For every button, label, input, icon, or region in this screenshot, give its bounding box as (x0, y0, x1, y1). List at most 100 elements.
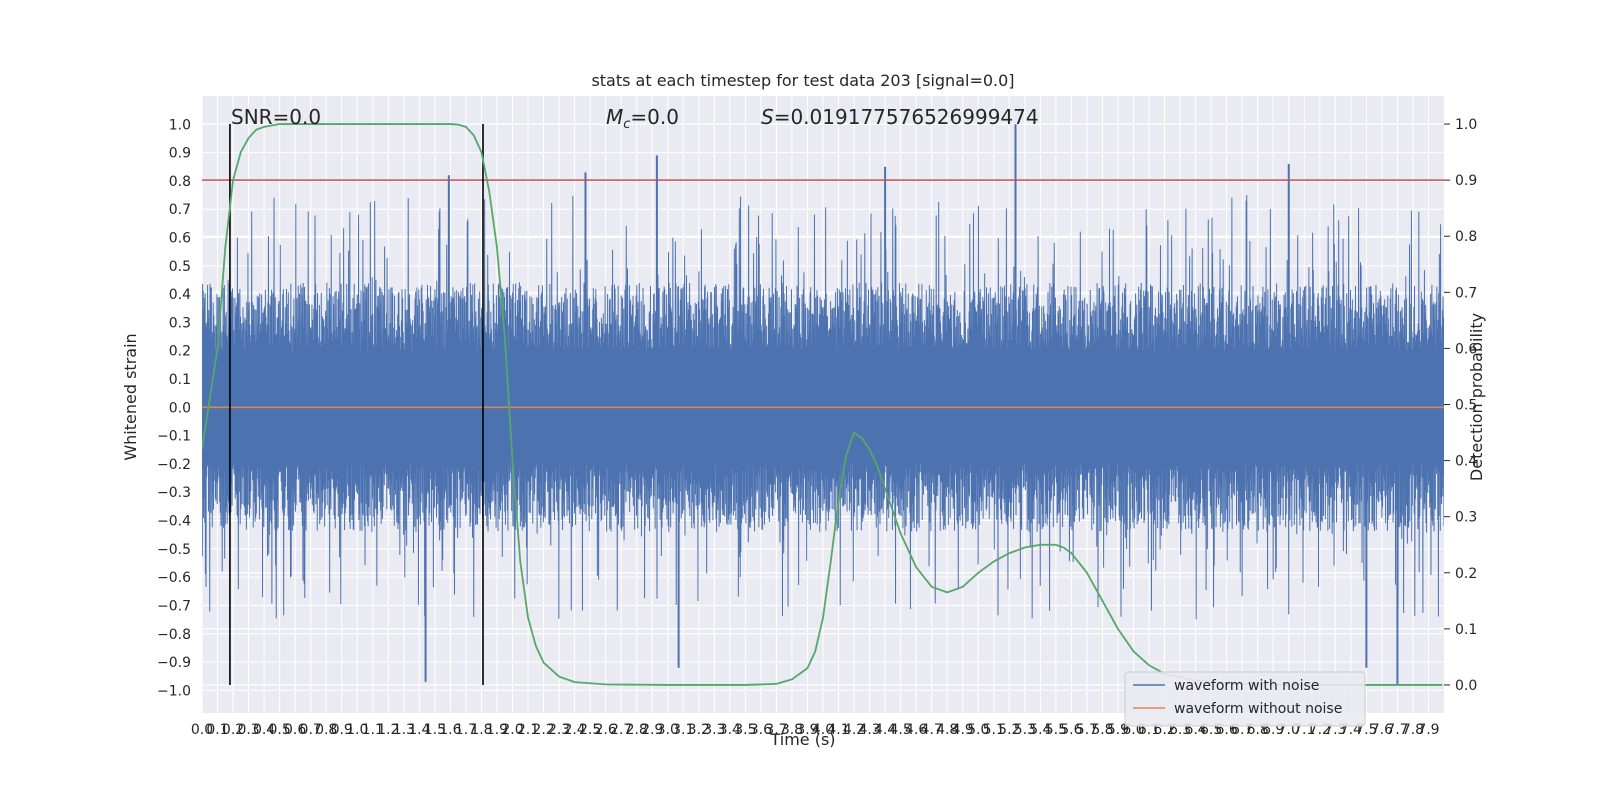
x-tick-label: 1.6 (439, 722, 461, 738)
x-tick-label: 3.0 (657, 722, 679, 738)
x-tick-label: 0.5 (268, 722, 290, 738)
x-tick-label: 3.9 (796, 722, 818, 738)
y-right-tick-label: 0.1 (1455, 622, 1477, 638)
y-left-tick-label: 0.4 (169, 287, 191, 303)
x-tick-label: 4.6 (905, 722, 927, 738)
y-left-tick-label: 0.8 (169, 174, 191, 190)
x-tick-label: 5.9 (1107, 722, 1129, 738)
x-tick-label: 0.4 (253, 722, 275, 738)
series-waveform-with-noise (202, 195, 1444, 620)
x-tick-label: 1.2 (377, 722, 399, 738)
annotation-s-stat: S=0.019177576526999474 (761, 105, 1039, 129)
y-left-tick-label: 0.5 (169, 259, 191, 275)
annotation-snr: SNR=0.0 (231, 105, 321, 129)
legend-box (1124, 671, 1366, 727)
x-axis-label: Time (s) (769, 730, 835, 749)
x-tick-label: 4.8 (936, 722, 958, 738)
y-left-tick-label: −0.6 (157, 570, 191, 586)
y-left-tick-label: −0.8 (157, 627, 191, 643)
x-tick-label: 3.6 (750, 722, 772, 738)
y-right-tick-label: 0.0 (1455, 678, 1477, 694)
y-right-tick-label: 0.7 (1455, 285, 1477, 301)
x-tick-label: 2.6 (595, 722, 617, 738)
x-tick-label: 5.5 (1045, 722, 1067, 738)
legend: waveform with noise waveform without noi… (1124, 671, 1366, 727)
x-tick-label: 5.2 (998, 722, 1020, 738)
y-right-tick-label: 1.0 (1455, 117, 1477, 133)
x-tick-label: 7.6 (1371, 722, 1393, 738)
x-tick-label: 3.8 (781, 722, 803, 738)
x-tick-label: 5.6 (1060, 722, 1082, 738)
y-left-tick-label: −0.9 (157, 655, 191, 671)
y-left-tick-label: −0.7 (157, 598, 191, 614)
y-left-tick-label: −0.1 (157, 429, 191, 445)
x-tick-label: 4.3 (858, 722, 880, 738)
y-left-tick-label: −0.4 (157, 514, 191, 530)
x-tick-label: 0.8 (315, 722, 337, 738)
y-right-tick-label: 0.5 (1455, 398, 1477, 414)
y-left-tick-labels: 1.0 0.9 0.8 0.7 0.6 0.5 0.4 0.3 0.2 0.1 0.0 −0.1 −0.… (157, 117, 191, 699)
x-tick-label: 4.1 (827, 722, 849, 738)
y-left-tick-label: 0.7 (169, 202, 191, 218)
x-tick-label: 3.4 (719, 722, 741, 738)
x-tick-label: 2.4 (563, 722, 585, 738)
y-axis-label-right: Detection probability (1467, 313, 1486, 481)
x-tick-label: 5.4 (1029, 722, 1051, 738)
chirp-mass-value: =0.0 (630, 105, 679, 129)
y-left-tick-label: 0.0 (169, 400, 191, 416)
y-left-tick-label: −0.3 (157, 485, 191, 501)
x-tick-label: 7.8 (1402, 722, 1424, 738)
x-tick-label: 2.7 (610, 722, 632, 738)
series-detection-probability (202, 123, 1443, 686)
x-tick-label: 2.9 (641, 722, 663, 738)
x-tick-label: 2.8 (626, 722, 648, 738)
window-markers (229, 124, 484, 685)
chirp-mass-symbol: M (606, 105, 623, 129)
chirp-mass-subscript: c (623, 117, 630, 132)
x-tick-label: 0.7 (300, 722, 322, 738)
x-tick-label: 7.7 (1386, 722, 1408, 738)
y-left-tick-label: 1.0 (169, 117, 191, 133)
x-tick-label: 3.3 (703, 722, 725, 738)
x-tick-label: 0.9 (331, 722, 353, 738)
x-tick-label: 4.5 (889, 722, 911, 738)
x-tick-label: 2.5 (579, 722, 601, 738)
x-tick-label: 0.6 (284, 722, 306, 738)
x-tick-label: 2.3 (548, 722, 570, 738)
x-tick-label: 1.8 (470, 722, 492, 738)
x-tick-label: 5.1 (983, 722, 1005, 738)
chart-title: stats at each timestep for test data 203… (591, 71, 1014, 90)
y-right-tick-labels: 1.0 0.9 0.8 0.7 0.6 0.5 0.4 0.3 0.2 0.1 0.0 (1444, 117, 1477, 694)
x-tick-label: 5.8 (1091, 722, 1113, 738)
y-right-tick-label: 0.8 (1455, 229, 1477, 245)
x-tick-label: 1.0 (346, 722, 368, 738)
x-tick-label: 3.7 (765, 722, 787, 738)
y-left-tick-label: 0.2 (169, 344, 191, 360)
x-tick-label: 4.0 (812, 722, 834, 738)
x-tick-label: 0.3 (237, 722, 259, 738)
x-tick-label: 1.1 (362, 722, 384, 738)
y-right-tick-label: 0.4 (1455, 454, 1477, 470)
x-tick-label: 2.2 (532, 722, 554, 738)
y-right-tick-label: 0.9 (1455, 173, 1477, 189)
y-left-tick-label: −0.5 (157, 542, 191, 558)
y-left-tick-label: −1.0 (157, 683, 191, 699)
y-right-tick-label: 0.3 (1455, 510, 1477, 526)
x-tick-label: 1.3 (393, 722, 415, 738)
x-tick-label: 5.0 (967, 722, 989, 738)
legend-label-waveform-without-noise: waveform without noise (1174, 701, 1342, 717)
y-left-tick-label: 0.9 (169, 146, 191, 162)
x-tick-label: 0.2 (222, 722, 244, 738)
x-tick-label: 1.7 (455, 722, 477, 738)
x-tick-label: 0.0 (191, 722, 213, 738)
y-left-tick-label: −0.2 (157, 457, 191, 473)
s-stat-value: =0.019177576526999474 (774, 105, 1039, 129)
s-stat-symbol: S (761, 105, 774, 129)
annotation-chirp-mass: Mc=0.0 (606, 105, 679, 132)
x-tick-label: 4.7 (921, 722, 943, 738)
x-tick-label: 4.4 (874, 722, 896, 738)
x-tick-label: 3.2 (688, 722, 710, 738)
x-tick-label: 5.3 (1014, 722, 1036, 738)
y-left-tick-label: 0.1 (169, 372, 191, 388)
